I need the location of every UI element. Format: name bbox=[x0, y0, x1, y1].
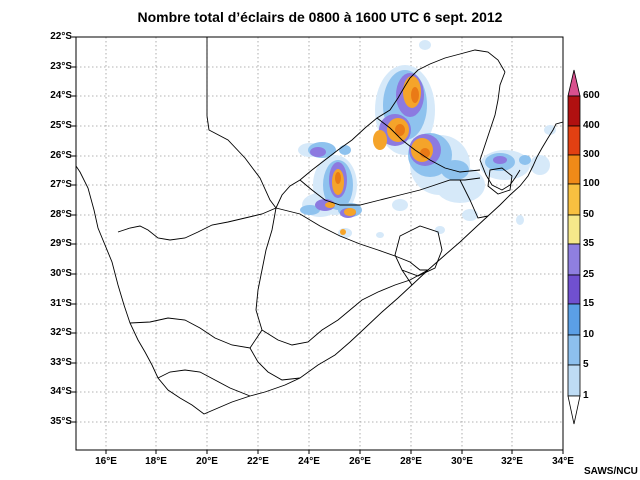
colorbar-segment bbox=[567, 214, 581, 245]
colorbar-segment bbox=[567, 95, 581, 127]
mozambique-border bbox=[479, 71, 521, 191]
colorbar-top-arrow bbox=[567, 69, 581, 97]
colorbar-level-label: 100 bbox=[583, 178, 600, 189]
colorbar-level-label: 15 bbox=[583, 298, 595, 309]
lightning-density-field bbox=[298, 40, 556, 238]
lat-label: 33°S bbox=[50, 357, 72, 368]
colorbar-level-label: 1 bbox=[583, 390, 589, 401]
province-boundary-3 bbox=[275, 207, 428, 271]
colorbar-level-label: 300 bbox=[583, 149, 600, 160]
lat-label: 25°S bbox=[50, 120, 72, 131]
lat-label: 35°S bbox=[50, 416, 72, 427]
map-frame bbox=[75, 36, 564, 451]
colorbar-level-label: 35 bbox=[583, 238, 595, 249]
lon-label: 34°E bbox=[552, 456, 574, 467]
botswana-border bbox=[275, 77, 411, 209]
lat-label: 32°S bbox=[50, 327, 72, 338]
lat-lon-grid bbox=[76, 37, 563, 450]
namibia-border bbox=[206, 37, 277, 209]
lat-label: 29°S bbox=[50, 238, 72, 249]
density-100-300-areas bbox=[335, 87, 430, 184]
credit-label: SAWS/NCU bbox=[584, 466, 638, 477]
colorbar-level-label: 10 bbox=[583, 329, 595, 340]
axis-ticks bbox=[72, 36, 564, 454]
lon-label: 18°E bbox=[145, 456, 167, 467]
colorbar bbox=[567, 69, 581, 425]
province-boundary-5 bbox=[261, 269, 429, 346]
map-title: Nombre total d’éclairs de 0800 à 1600 UT… bbox=[137, 9, 503, 25]
colorbar-segment bbox=[567, 364, 581, 397]
colorbar-level-label: 400 bbox=[583, 120, 600, 131]
colorbar-bottom-arrow bbox=[567, 395, 581, 425]
province-boundary-9 bbox=[157, 369, 251, 397]
colorbar-level-label: 5 bbox=[583, 359, 589, 370]
province-boundary-4 bbox=[255, 207, 277, 331]
lat-label: 24°S bbox=[50, 90, 72, 101]
lon-label: 26°E bbox=[349, 456, 371, 467]
orange-river-border bbox=[117, 207, 277, 241]
lat-label: 23°S bbox=[50, 61, 72, 72]
colorbar-segment bbox=[567, 334, 581, 366]
colorbar-segment bbox=[567, 154, 581, 185]
lesotho-border bbox=[394, 225, 443, 277]
zimbabwe-border bbox=[409, 49, 506, 79]
lon-label: 28°E bbox=[400, 456, 422, 467]
colorbar-segment bbox=[567, 183, 581, 216]
lon-label: 30°E bbox=[451, 456, 473, 467]
province-boundary-1 bbox=[299, 177, 481, 206]
colorbar-segment bbox=[567, 125, 581, 156]
lat-label: 30°S bbox=[50, 268, 72, 279]
colorbar-segment bbox=[567, 243, 581, 276]
province-boundary-7 bbox=[129, 317, 263, 349]
colorbar-level-label: 25 bbox=[583, 269, 595, 280]
lat-label: 26°S bbox=[50, 150, 72, 161]
lat-label: 27°S bbox=[50, 179, 72, 190]
province-boundary-10 bbox=[401, 269, 413, 286]
lon-label: 20°E bbox=[196, 456, 218, 467]
lon-label: 32°E bbox=[501, 456, 523, 467]
colorbar-segment bbox=[567, 303, 581, 336]
province-boundary-2 bbox=[376, 117, 481, 173]
lat-label: 34°S bbox=[50, 386, 72, 397]
lon-label: 22°E bbox=[247, 456, 269, 467]
province-boundary-8 bbox=[249, 347, 301, 381]
lat-label: 22°S bbox=[50, 31, 72, 42]
province-boundary-6 bbox=[459, 179, 489, 219]
swaziland-border bbox=[487, 167, 513, 195]
lat-label: 28°S bbox=[50, 209, 72, 220]
boundaries bbox=[76, 37, 563, 415]
lon-label: 16°E bbox=[95, 456, 117, 467]
colorbar-level-label: 50 bbox=[583, 209, 595, 220]
colorbar-level-label: 600 bbox=[583, 90, 600, 101]
colorbar-segment bbox=[567, 274, 581, 305]
lon-label: 24°E bbox=[298, 456, 320, 467]
lat-label: 31°S bbox=[50, 298, 72, 309]
